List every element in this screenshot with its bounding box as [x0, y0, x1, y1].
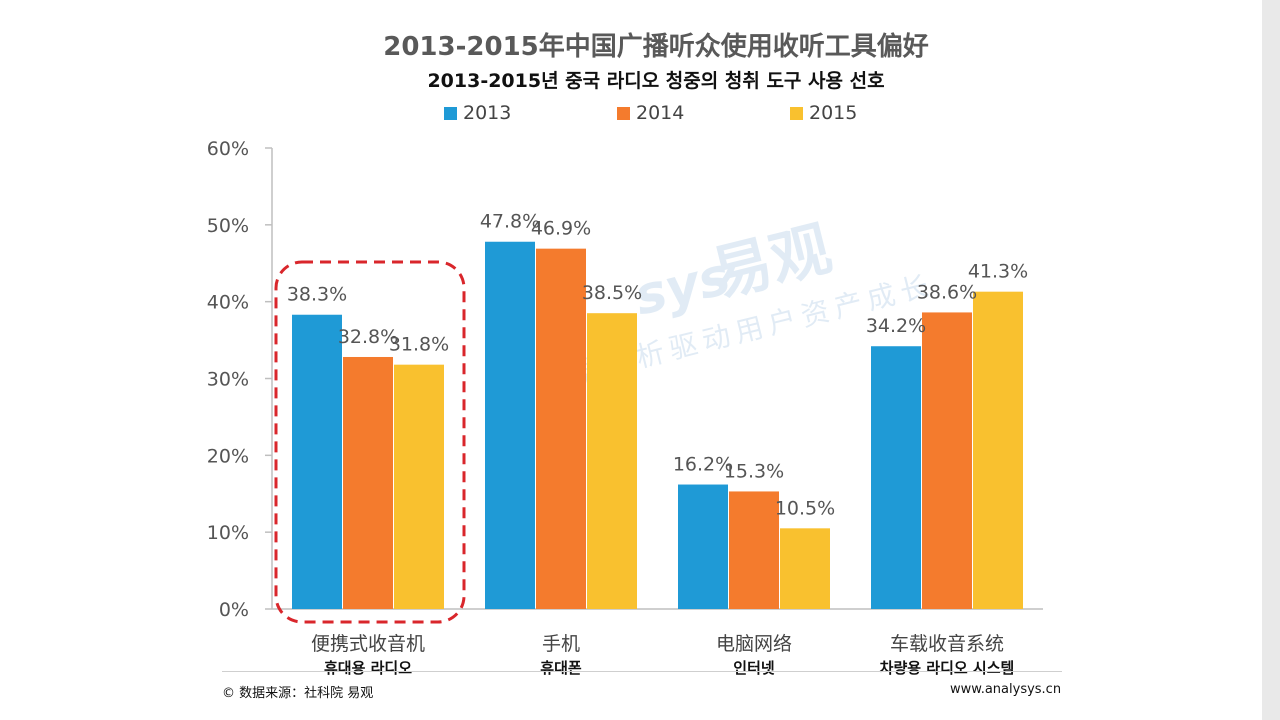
- data-label-2014-cat-0: 32.8%: [338, 326, 398, 348]
- footer-divider: [222, 671, 1062, 672]
- legend-item-2015: 2015: [790, 100, 857, 126]
- legend-swatch-2013: [444, 106, 457, 120]
- y-tick-label: 30%: [207, 369, 249, 391]
- bar-2015-cat-3: [973, 291, 1023, 609]
- y-tick-label: 0%: [219, 599, 249, 621]
- data-label-2014-cat-1: 46.9%: [531, 218, 591, 240]
- data-label-2013-cat-3: 34.2%: [866, 315, 926, 337]
- bar-2013-cat-3: [871, 346, 921, 609]
- x-tick-label: 便携式收音机: [311, 633, 425, 655]
- bar-2014-cat-2: [729, 491, 779, 609]
- data-labels: 38.3% 32.8%31.8% 47.8%46.9% 38.5% 16.2%15.3%…: [287, 211, 1028, 520]
- x-tick-sublabel: 휴대용 라디오: [324, 659, 412, 677]
- legend-item-2013: 2013: [444, 100, 511, 126]
- bar-2013-cat-1: [485, 241, 535, 609]
- data-label-2015-cat-1: 38.5%: [582, 282, 642, 304]
- data-label-2014-cat-2: 15.3%: [724, 460, 784, 482]
- x-tick-sublabel: 인터넷: [733, 659, 775, 677]
- chart-legend: 2013 2014 2015: [0, 100, 1280, 126]
- bar-2015-cat-0: [394, 364, 444, 609]
- data-label-2015-cat-3: 41.3%: [968, 261, 1028, 283]
- data-label-2015-cat-0: 31.8%: [389, 334, 449, 356]
- bar-marks: [292, 241, 1023, 609]
- x-tick-label: 车载收音系统: [890, 633, 1004, 655]
- website: www.analysys.cn: [950, 682, 1062, 697]
- bar-2013-cat-2: [678, 484, 728, 609]
- legend-swatch-2015: [790, 106, 803, 120]
- legend-item-2014: 2014: [617, 100, 684, 126]
- y-tick-label: 40%: [207, 292, 249, 314]
- y-tick-label: 60%: [207, 138, 249, 160]
- data-label-2013-cat-0: 38.3%: [287, 284, 347, 306]
- legend-swatch-2014: [617, 106, 630, 120]
- x-tick-label: 手机: [542, 633, 580, 655]
- x-axis-labels: 便携式收音机 휴대용 라디오 手机 휴대폰 电脑网络 인터넷 车载收音系统 차량용 라디오 시…: [311, 633, 1014, 677]
- legend-label-2013: 2013: [463, 102, 512, 124]
- bar-2014-cat-1: [536, 248, 586, 609]
- x-tick-sublabel: 차량용 라디오 시스템: [880, 659, 1015, 677]
- x-tick-sublabel: 휴대폰: [540, 659, 582, 677]
- data-label-2013-cat-2: 16.2%: [673, 454, 733, 476]
- right-edge-strip: [1262, 0, 1280, 720]
- data-label-2015-cat-2: 10.5%: [775, 497, 835, 519]
- bar-2015-cat-2: [780, 528, 830, 609]
- data-label-2014-cat-3: 38.6%: [917, 281, 977, 303]
- legend-label-2014: 2014: [636, 102, 685, 124]
- data-label-2013-cat-1: 47.8%: [480, 211, 540, 233]
- y-tick-label: 50%: [207, 215, 249, 237]
- highlight-dashed-box: [274, 260, 466, 624]
- x-tick-label: 电脑网络: [716, 633, 792, 655]
- legend-label-2015: 2015: [809, 102, 858, 124]
- chart-subtitle: 2013-2015년 중국 라디오 청중의 청취 도구 사용 선호: [427, 70, 885, 92]
- bar-2014-cat-3: [922, 312, 972, 609]
- y-axis-ticks: 0% 10% 20% 30% 40% 50% 60%: [207, 138, 272, 621]
- bar-2014-cat-0: [343, 356, 393, 609]
- bar-2015-cat-1: [587, 313, 637, 609]
- y-tick-label: 20%: [207, 445, 249, 467]
- y-tick-label: 10%: [207, 522, 249, 544]
- chart-title: 2013-2015年中国广播听众使用收听工具偏好: [383, 32, 929, 62]
- bar-2013-cat-0: [292, 314, 342, 609]
- data-source: © 数据来源：社科院 易观: [222, 686, 374, 701]
